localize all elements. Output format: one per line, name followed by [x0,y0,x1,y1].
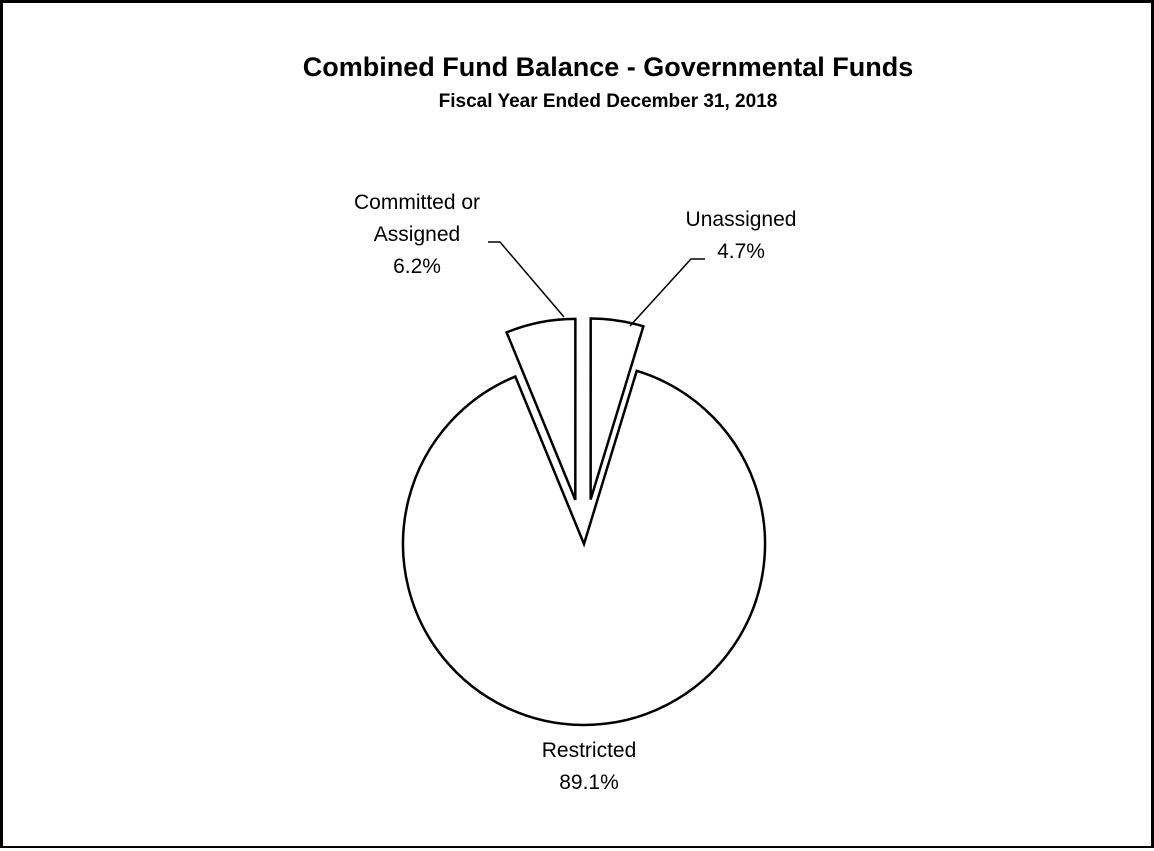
slice-label-unassigned: Unassigned [686,208,797,231]
chart-subtitle: Fiscal Year Ended December 31, 2018 [438,91,778,112]
pie-slice-restricted [401,369,767,727]
slice-value-committed-or-assigned: 6.2% [393,255,441,278]
chart-title: Combined Fund Balance - Governmental Fun… [302,52,914,82]
slice-label-committed-or-assigned-line1: Committed or [354,191,480,214]
pie-slice-unassigned [589,317,645,500]
slice-value-unassigned: 4.7% [717,240,765,263]
leader-line-unassigned [629,258,705,327]
leader-line-committed-or-assigned [488,241,565,318]
slice-value-restricted: 89.1% [559,771,619,794]
slice-label-committed-or-assigned-line2: Assigned [374,223,460,246]
slice-label-restricted: Restricted [542,739,637,762]
pie-chart: Committed or Assigned 6.2% Unassigned 4.… [354,191,797,794]
pie-slice-committed-or-assigned [504,317,577,501]
